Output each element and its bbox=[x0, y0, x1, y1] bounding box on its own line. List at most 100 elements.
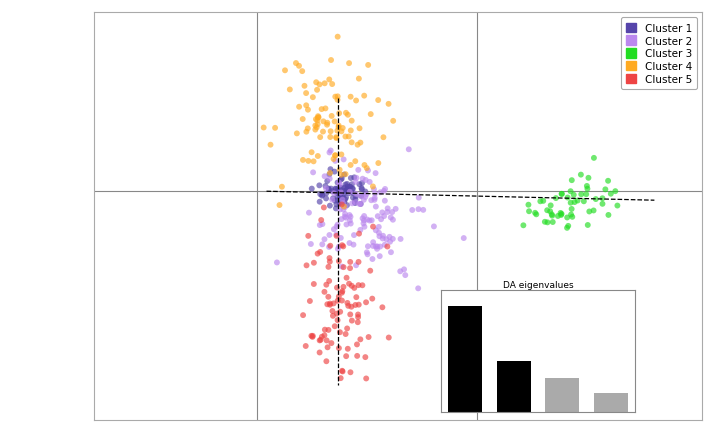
Point bbox=[334, 195, 346, 202]
Point bbox=[345, 311, 356, 318]
Point bbox=[387, 236, 399, 243]
Point bbox=[307, 95, 319, 102]
Point bbox=[356, 186, 368, 193]
Point bbox=[358, 218, 370, 225]
Point bbox=[373, 224, 384, 231]
Point bbox=[547, 213, 558, 220]
Point bbox=[303, 210, 315, 217]
Point bbox=[321, 191, 332, 198]
Point bbox=[556, 191, 568, 198]
Point bbox=[329, 186, 341, 193]
Point bbox=[350, 175, 362, 182]
Point bbox=[329, 169, 340, 176]
Point bbox=[313, 114, 324, 121]
Point bbox=[316, 193, 328, 200]
Point bbox=[361, 375, 372, 382]
Point bbox=[379, 242, 390, 249]
Point bbox=[387, 209, 398, 216]
Point bbox=[365, 111, 376, 118]
Point bbox=[324, 255, 335, 262]
Point bbox=[337, 367, 348, 374]
Point bbox=[311, 118, 323, 125]
Point bbox=[340, 353, 352, 360]
Point bbox=[395, 236, 406, 243]
Point bbox=[413, 194, 424, 201]
Point bbox=[340, 211, 351, 218]
Point bbox=[346, 118, 358, 125]
Point bbox=[311, 80, 322, 87]
Point bbox=[602, 212, 614, 219]
Point bbox=[298, 312, 309, 319]
Point bbox=[327, 188, 338, 195]
Point bbox=[371, 246, 383, 253]
Point bbox=[308, 281, 319, 288]
Point bbox=[353, 301, 365, 308]
Point bbox=[332, 94, 343, 101]
Point bbox=[306, 332, 317, 339]
Point bbox=[364, 179, 376, 186]
Point bbox=[346, 200, 358, 207]
Point bbox=[307, 332, 319, 339]
Point bbox=[345, 175, 357, 182]
Point bbox=[576, 191, 587, 198]
Point bbox=[341, 222, 353, 229]
Point bbox=[310, 117, 321, 124]
Point bbox=[336, 263, 348, 270]
Point bbox=[350, 179, 361, 186]
Point bbox=[531, 211, 542, 218]
Point bbox=[333, 110, 345, 117]
Point bbox=[328, 156, 340, 163]
Point bbox=[314, 199, 326, 206]
Point bbox=[291, 131, 303, 138]
Point bbox=[332, 186, 343, 193]
Point bbox=[331, 233, 342, 240]
Point bbox=[290, 60, 302, 67]
Point bbox=[271, 259, 282, 266]
Point bbox=[317, 129, 329, 136]
Point bbox=[339, 185, 350, 192]
Point bbox=[306, 149, 317, 156]
Point bbox=[556, 191, 568, 198]
Point bbox=[307, 334, 319, 341]
Point bbox=[296, 68, 308, 75]
Point bbox=[565, 200, 576, 207]
Point bbox=[353, 230, 365, 237]
Point bbox=[333, 293, 345, 300]
Point bbox=[555, 210, 566, 217]
Point bbox=[384, 234, 395, 241]
Point bbox=[333, 187, 345, 194]
Point bbox=[385, 215, 397, 222]
Point bbox=[360, 188, 371, 195]
Point bbox=[597, 195, 608, 202]
Point bbox=[335, 177, 347, 184]
Point bbox=[378, 134, 390, 141]
Point bbox=[566, 214, 578, 221]
Point bbox=[297, 157, 308, 164]
Point bbox=[375, 216, 387, 223]
Legend: Cluster 1, Cluster 2, Cluster 3, Cluster 4, Cluster 5: Cluster 1, Cluster 2, Cluster 3, Cluster… bbox=[620, 18, 697, 90]
Point bbox=[345, 184, 356, 191]
Point bbox=[327, 308, 338, 315]
Point bbox=[333, 124, 345, 131]
Point bbox=[602, 178, 614, 185]
Point bbox=[340, 331, 351, 338]
Point bbox=[335, 375, 347, 382]
Point bbox=[323, 264, 334, 271]
Point bbox=[324, 258, 336, 265]
Point bbox=[316, 192, 328, 199]
Point bbox=[342, 184, 353, 191]
Point bbox=[358, 224, 370, 231]
Point bbox=[382, 209, 393, 216]
Point bbox=[331, 284, 342, 291]
Point bbox=[550, 195, 562, 202]
Point bbox=[332, 297, 343, 304]
Point bbox=[324, 278, 335, 285]
Point bbox=[343, 281, 355, 288]
Point bbox=[332, 34, 343, 41]
Point bbox=[345, 304, 357, 311]
Point bbox=[348, 285, 360, 292]
Point bbox=[313, 349, 325, 356]
Point bbox=[355, 193, 366, 200]
Point bbox=[357, 176, 369, 183]
Point bbox=[566, 206, 578, 213]
